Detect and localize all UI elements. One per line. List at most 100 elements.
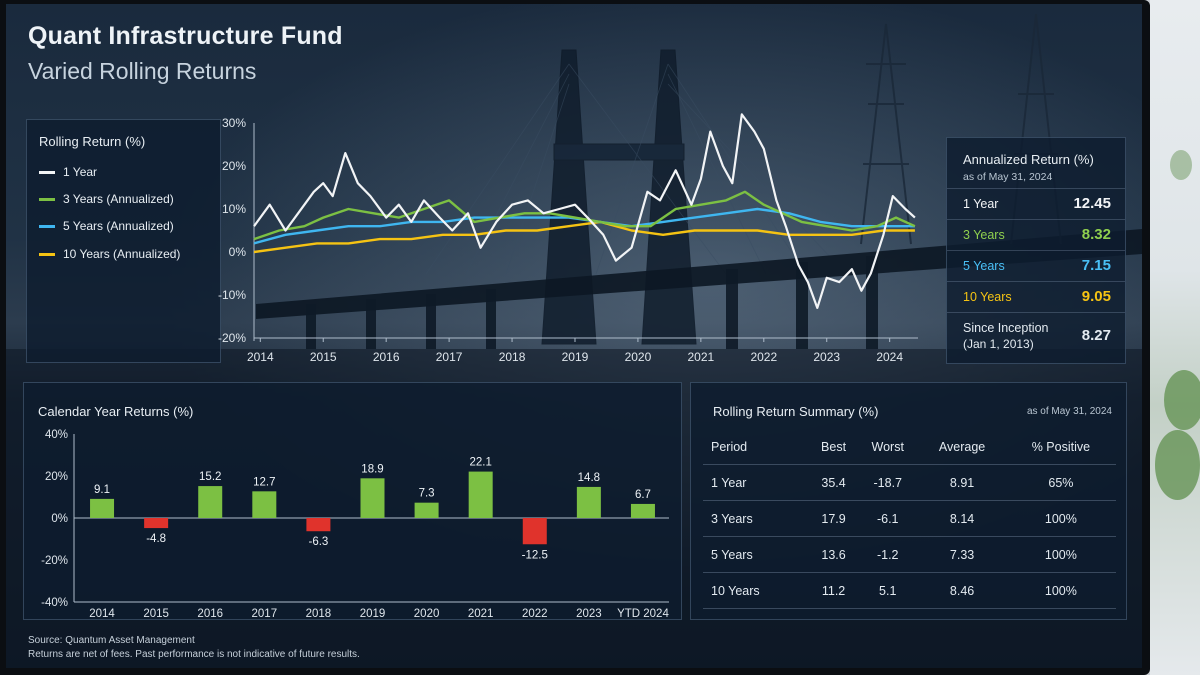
monitor-bezel: Quant Infrastructure Fund Varied Rolling… bbox=[0, 0, 1150, 675]
annualized-row: 1 Year 12.45 bbox=[947, 188, 1125, 219]
summary-cell-average: 7.33 bbox=[918, 536, 1006, 573]
summary-cell-positive: 100% bbox=[1005, 500, 1116, 537]
annualized-row-value: 12.45 bbox=[1073, 195, 1111, 212]
calendar-year-bar-chart: 40% 20% 0% -20% -40% 9.1 2014 -4.8 2015 15.2 2016 1… bbox=[41, 429, 669, 619]
line-chart-y-tick-label: -20% bbox=[218, 331, 246, 345]
bar-data-label: 22.1 bbox=[469, 457, 491, 469]
dashboard-screen: Quant Infrastructure Fund Varied Rolling… bbox=[6, 4, 1142, 668]
summary-cell-average: 8.91 bbox=[918, 464, 1006, 501]
bar-2020 bbox=[414, 502, 439, 518]
line-chart-y-tick-label: 30% bbox=[222, 116, 246, 130]
summary-cell-period: 1 Year bbox=[703, 464, 810, 501]
summary-cell-best: 11.2 bbox=[809, 572, 858, 609]
legend-title: Rolling Return (%) bbox=[39, 134, 146, 149]
bar-data-label: 6.7 bbox=[635, 489, 651, 501]
summary-cell-positive: 100% bbox=[1005, 536, 1116, 573]
annualized-row-value: 8.27 bbox=[1081, 327, 1111, 344]
line-series-10-year bbox=[253, 220, 915, 254]
line-chart-x-tick-label: 2022 bbox=[750, 350, 777, 364]
line-series-1-year bbox=[253, 113, 916, 309]
bar-chart-x-tick-label: 2016 bbox=[197, 608, 223, 619]
annualized-row-label: 3 Years bbox=[963, 228, 1005, 242]
summary-row: 3 Years 17.9 -6.1 8.14 100% bbox=[703, 500, 1116, 537]
summary-cell-average: 8.46 bbox=[918, 572, 1006, 609]
line-chart-x-tick-label: 2020 bbox=[625, 350, 652, 364]
summary-cell-period: 10 Years bbox=[703, 572, 810, 609]
annualized-row: 10 Years 9.05 bbox=[947, 281, 1125, 312]
bar-chart-y-tick-label: 20% bbox=[45, 471, 68, 483]
line-chart-y-tick-label: -10% bbox=[218, 288, 246, 302]
legend-label: 5 Years (Annualized) bbox=[63, 219, 174, 233]
bar-chart-x-tick-label: 2014 bbox=[89, 608, 115, 619]
bar-2018 bbox=[306, 518, 331, 532]
rolling-legend-panel: Rolling Return (%) 1 Year 3 Years (Annua… bbox=[26, 119, 221, 363]
bar-data-label: 12.7 bbox=[253, 476, 275, 488]
annualized-title: Annualized Return (%) bbox=[963, 152, 1094, 167]
summary-header-row: Period Best Worst Average % Positive bbox=[703, 429, 1116, 465]
bar-2021 bbox=[468, 471, 493, 518]
summary-header-best: Best bbox=[809, 429, 858, 465]
bar-data-label: -4.8 bbox=[146, 533, 166, 545]
bar-chart-x-tick-label: 2022 bbox=[522, 608, 548, 619]
plant-leaf bbox=[1155, 430, 1200, 500]
line-series-3-year bbox=[253, 190, 916, 241]
annualized-row-value: 7.15 bbox=[1081, 257, 1111, 274]
line-chart-x-tick-label: 2016 bbox=[373, 350, 400, 364]
bar-chart-x-tick-label: 2023 bbox=[576, 608, 602, 619]
summary-table: Period Best Worst Average % Positive 1 Y… bbox=[703, 429, 1116, 609]
legend-swatch bbox=[39, 171, 55, 175]
annualized-row-label: Since Inception bbox=[963, 321, 1049, 335]
calendar-year-returns-panel: Calendar Year Returns (%) 40% 20% 0% -20% -4… bbox=[23, 382, 682, 620]
annualized-row-label: 1 Year bbox=[963, 197, 999, 211]
summary-row: 1 Year 35.4 -18.7 8.91 65% bbox=[703, 464, 1116, 501]
legend-swatch bbox=[39, 253, 55, 257]
legend-item-10-years: 10 Years (Annualized) bbox=[39, 247, 180, 261]
line-chart-axis: 30% 20% 10% 0% -10% -20%2014 2015 2016 2017 2018 2… bbox=[218, 116, 918, 364]
summary-cell-worst: 5.1 bbox=[857, 572, 919, 609]
bar-2015 bbox=[144, 518, 169, 529]
legend-label: 3 Years (Annualized) bbox=[63, 192, 174, 206]
line-chart-x-tick-label: 2015 bbox=[310, 350, 337, 364]
page-title: Quant Infrastructure Fund bbox=[28, 22, 343, 50]
bar-chart-y-tick-label: -40% bbox=[41, 597, 68, 609]
background-wall bbox=[1150, 0, 1200, 675]
summary-cell-period: 3 Years bbox=[703, 500, 810, 537]
line-chart-x-tick-label: 2017 bbox=[436, 350, 463, 364]
bar-data-label: 14.8 bbox=[578, 472, 600, 484]
summary-cell-period: 5 Years bbox=[703, 536, 810, 573]
plant-leaf bbox=[1164, 370, 1200, 430]
bar-2017 bbox=[252, 491, 277, 518]
line-chart-x-tick-label: 2018 bbox=[499, 350, 526, 364]
bar-data-label: -12.5 bbox=[522, 549, 548, 561]
line-chart-series bbox=[253, 113, 916, 309]
summary-cell-worst: -6.1 bbox=[857, 500, 919, 537]
legend-swatch bbox=[39, 198, 55, 202]
plant-leaf bbox=[1170, 150, 1192, 180]
legend-swatch bbox=[39, 225, 55, 229]
line-chart-x-tick-label: 2021 bbox=[688, 350, 715, 364]
annualized-row-label: 5 Years bbox=[963, 259, 1005, 273]
summary-cell-worst: -18.7 bbox=[857, 464, 919, 501]
summary-as-of: as of May 31, 2024 bbox=[1026, 406, 1112, 417]
bar-chart-x-tick-label: 2017 bbox=[252, 608, 278, 619]
summary-header-period: Period bbox=[703, 429, 810, 465]
bar-chart-x-tick-label: 2020 bbox=[414, 608, 440, 619]
bar-2023 bbox=[576, 486, 601, 518]
legend-label: 1 Year bbox=[63, 165, 98, 179]
bar-data-label: -6.3 bbox=[308, 536, 328, 548]
summary-cell-best: 17.9 bbox=[809, 500, 858, 537]
legend-label: 10 Years (Annualized) bbox=[63, 247, 181, 261]
bar-chart-y-tick-label: 0% bbox=[51, 513, 68, 525]
summary-title: Rolling Return Summary (%) bbox=[713, 404, 879, 419]
rolling-return-summary-panel: Rolling Return Summary (%) as of May 31,… bbox=[690, 382, 1127, 620]
line-chart-y-tick-label: 20% bbox=[222, 159, 246, 173]
annualized-row: 5 Years 7.15 bbox=[947, 250, 1125, 281]
summary-row: 10 Years 11.2 5.1 8.46 100% bbox=[703, 572, 1116, 609]
summary-cell-positive: 100% bbox=[1005, 572, 1116, 609]
annualized-row-label: 10 Years bbox=[963, 290, 1012, 304]
summary-cell-best: 35.4 bbox=[809, 464, 858, 501]
bar-chart-x-tick-label: 2015 bbox=[143, 608, 169, 619]
bar-data-label: 7.3 bbox=[419, 488, 435, 500]
bar-chart-y-tick-label: -20% bbox=[41, 555, 68, 567]
legend-item-1-year: 1 Year bbox=[39, 165, 97, 179]
